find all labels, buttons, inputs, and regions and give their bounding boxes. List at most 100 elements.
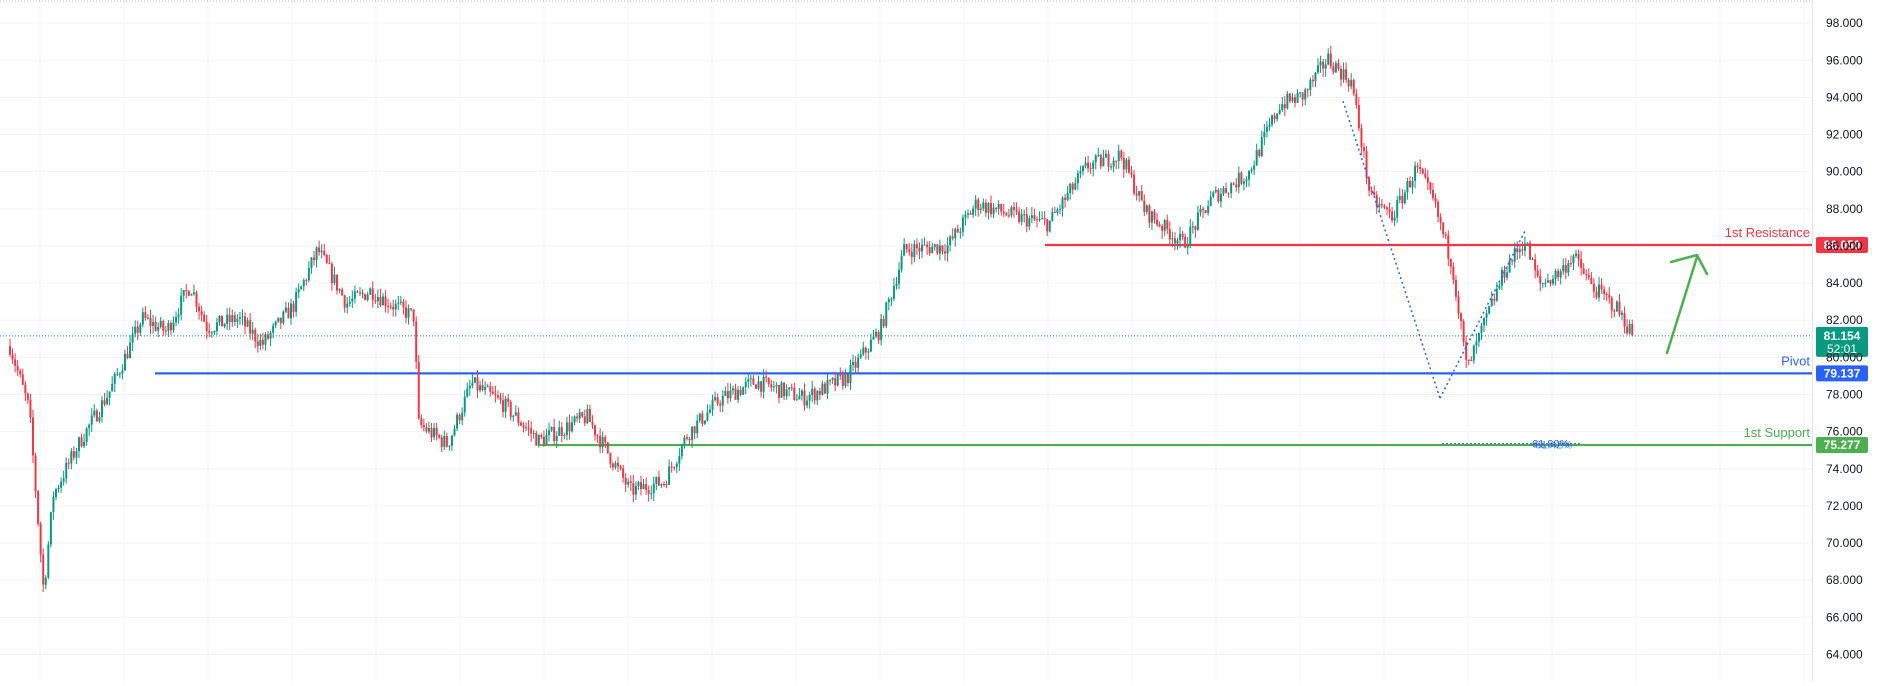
candle xyxy=(1189,219,1192,249)
level-label: 1st Support xyxy=(1744,425,1811,440)
candle xyxy=(974,195,977,216)
candle xyxy=(757,375,760,391)
candle xyxy=(1572,254,1575,271)
candle xyxy=(448,445,451,451)
level-label: Pivot xyxy=(1781,353,1810,368)
candle xyxy=(1186,237,1189,255)
candle xyxy=(259,333,262,351)
candle xyxy=(813,386,816,405)
candle xyxy=(1237,166,1240,194)
candle xyxy=(169,320,172,335)
candle xyxy=(550,426,553,432)
candle xyxy=(1424,167,1427,180)
candle xyxy=(1281,96,1284,112)
candle xyxy=(1526,242,1529,245)
candle xyxy=(274,320,277,329)
candle xyxy=(192,284,195,296)
candle xyxy=(982,198,985,212)
candle xyxy=(1421,168,1424,175)
candle xyxy=(933,243,936,251)
fib-level-label-extra: 61.42% xyxy=(1535,440,1573,452)
candle xyxy=(267,331,270,341)
candle xyxy=(1401,189,1404,209)
candle xyxy=(731,385,734,395)
candle xyxy=(964,210,967,226)
candle xyxy=(116,367,119,376)
candle xyxy=(1317,58,1319,74)
candle xyxy=(1536,265,1539,278)
price-axis[interactable]: 64.000 66.000 68.000 70.000 72.000 74.000 76.0… xyxy=(1812,0,1864,681)
candle xyxy=(1058,204,1061,214)
candle xyxy=(1503,265,1506,283)
candle xyxy=(1066,185,1069,202)
candle xyxy=(1217,188,1220,204)
candle xyxy=(1248,170,1251,187)
candle xyxy=(70,447,73,470)
candle xyxy=(1595,286,1598,300)
candle xyxy=(509,399,512,421)
grid xyxy=(0,0,1812,681)
candle xyxy=(139,322,142,337)
candle xyxy=(890,296,893,307)
candle xyxy=(908,243,911,256)
candle xyxy=(680,443,683,460)
candle xyxy=(938,239,941,261)
level-price-badge xyxy=(1816,365,1868,382)
candle xyxy=(307,261,310,283)
candle xyxy=(1546,273,1549,283)
candle xyxy=(609,452,612,468)
candle xyxy=(1025,207,1028,233)
candle xyxy=(1411,177,1414,194)
candle xyxy=(1339,65,1342,87)
candle xyxy=(683,434,686,449)
candle xyxy=(346,296,349,314)
candle xyxy=(1608,287,1611,304)
candle xyxy=(399,295,402,306)
candle xyxy=(583,409,586,426)
candle xyxy=(599,428,602,454)
candle xyxy=(1426,169,1429,191)
candle-countdown: 52:01 xyxy=(1827,342,1857,356)
candle xyxy=(1117,144,1120,169)
y-tick-label: 86.000 xyxy=(1826,239,1863,253)
candle xyxy=(1030,207,1033,224)
candle xyxy=(829,379,832,386)
drawing-overlays: 61.80%61.42% xyxy=(1342,100,1709,452)
candle xyxy=(305,278,308,286)
candle xyxy=(1306,88,1309,98)
candle xyxy=(1506,266,1509,281)
candle xyxy=(1143,194,1146,217)
y-tick-label: 66.000 xyxy=(1826,610,1863,624)
candle xyxy=(146,314,149,320)
candle xyxy=(251,321,254,341)
candle xyxy=(154,316,157,332)
candle xyxy=(1107,150,1110,172)
candle xyxy=(479,380,482,393)
candle xyxy=(440,434,443,453)
candle xyxy=(1087,155,1090,173)
candle xyxy=(1291,93,1294,103)
level-price-badge xyxy=(1816,237,1868,254)
candle xyxy=(1125,158,1128,174)
candle xyxy=(632,474,635,503)
candle xyxy=(1406,177,1409,200)
candle xyxy=(1194,225,1197,238)
candle xyxy=(818,387,821,400)
candle xyxy=(1439,213,1442,231)
candle xyxy=(1094,153,1097,170)
candle xyxy=(887,296,890,311)
candle xyxy=(995,207,998,213)
candle xyxy=(1309,77,1312,97)
candle xyxy=(425,422,428,434)
candle xyxy=(39,521,42,563)
candle xyxy=(1388,202,1391,219)
candle xyxy=(1544,278,1547,288)
candle xyxy=(956,224,959,233)
candle xyxy=(336,274,338,295)
candle xyxy=(1587,268,1590,281)
candle xyxy=(1166,214,1169,235)
candle xyxy=(1191,221,1194,234)
candle xyxy=(374,293,377,304)
